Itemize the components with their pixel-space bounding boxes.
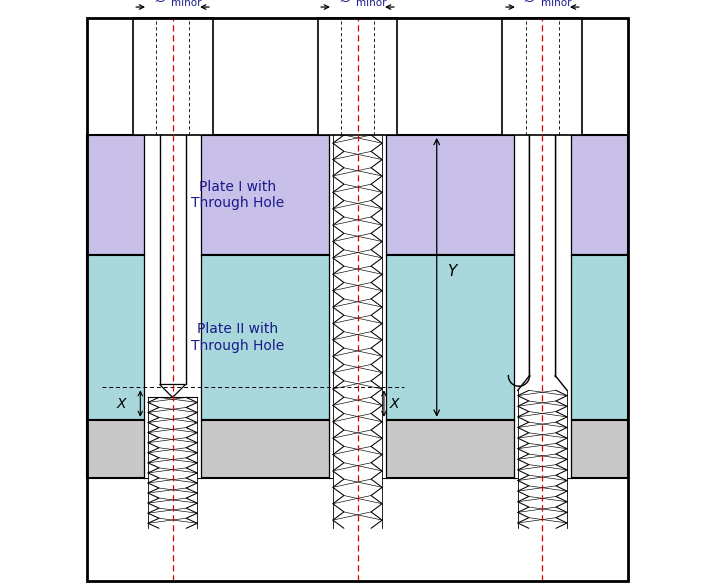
Polygon shape: [159, 18, 185, 384]
Text: minor: minor: [541, 0, 571, 8]
Text: $\it{\varnothing}$: $\it{\varnothing}$: [523, 0, 536, 5]
Polygon shape: [333, 135, 382, 528]
Bar: [87, 135, 628, 255]
Bar: [87, 420, 628, 478]
Text: minor: minor: [171, 0, 202, 8]
Bar: [329, 255, 386, 420]
Text: X: X: [117, 397, 127, 410]
Bar: [503, 18, 582, 135]
Text: Plate II with
Through Hole: Plate II with Through Hole: [190, 322, 284, 353]
Bar: [144, 420, 201, 478]
Bar: [514, 255, 571, 420]
Text: Y: Y: [448, 264, 457, 279]
Text: X: X: [390, 397, 399, 410]
Polygon shape: [148, 397, 197, 528]
Polygon shape: [530, 18, 556, 376]
Polygon shape: [159, 384, 185, 397]
Bar: [514, 420, 571, 478]
Bar: [514, 135, 571, 255]
Bar: [329, 420, 386, 478]
Text: Plate I with
Through Hole: Plate I with Through Hole: [190, 180, 284, 210]
Bar: [317, 18, 398, 135]
Bar: [87, 255, 628, 420]
Text: minor: minor: [356, 0, 386, 8]
Bar: [144, 255, 201, 420]
Polygon shape: [518, 390, 567, 528]
Bar: [329, 135, 386, 255]
Bar: [144, 135, 201, 255]
Bar: [133, 18, 212, 135]
Text: $\it{\varnothing}$: $\it{\varnothing}$: [337, 0, 352, 5]
Text: $\it{\varnothing}$: $\it{\varnothing}$: [152, 0, 167, 5]
Bar: [530, 135, 556, 375]
